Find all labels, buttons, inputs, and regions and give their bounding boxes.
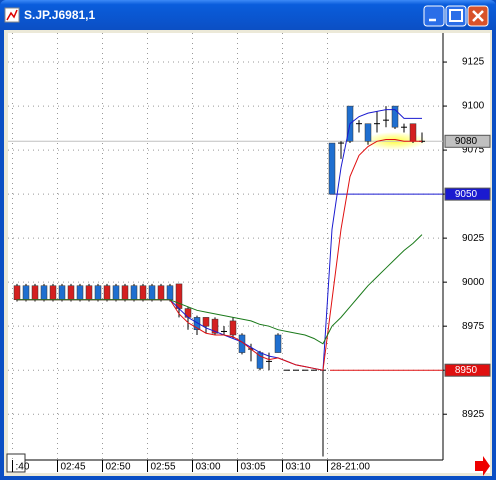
candle-body [166,285,174,301]
y-tick-label: 8925 [462,409,485,420]
window-title: S.JP.J6981,1 [24,8,96,22]
candle-body [364,123,372,142]
candle-body [148,285,156,301]
candle-body [211,318,219,334]
x-tick-label: 28-21:00 [331,462,371,473]
y-tick-label: 8975 [462,321,485,332]
candle-body [130,285,138,301]
y-tick-label: 9075 [462,145,485,156]
minimize-button[interactable] [423,5,445,27]
candle-body [184,308,192,318]
candle-body [85,285,93,301]
plot: 8925 8950 8975 9000 9025 9050 9075 9100 9125 :40 0… [8,33,491,473]
candle-body [121,285,129,301]
candle-body [112,285,120,301]
x-tick-label: 02:50 [106,462,131,473]
x-tick-label: 02:45 [61,462,86,473]
y-tick-label: 9000 [462,277,485,288]
candle-body [40,285,48,301]
candle-body [103,285,111,301]
y-tick-label: 9100 [462,101,485,112]
level-label: 8950 [455,365,478,376]
level-box [444,363,491,377]
candle-body [22,285,30,301]
level-label: 9050 [455,189,478,200]
candle-body [76,285,84,301]
candle-body [229,320,237,336]
x-tick-label: 02:55 [151,462,176,473]
level-box [444,134,491,148]
candle-body [58,285,66,301]
candle-body [193,317,201,330]
x-tick-label: 03:05 [241,462,266,473]
x-tick-label: 03:00 [196,462,221,473]
candle-body [274,334,282,353]
candle-body [139,285,147,301]
maximize-glyph [449,9,463,22]
close-glyph [472,10,484,22]
level-box [444,187,491,201]
x-tick-label: :40 [16,462,30,473]
scroll-arrow[interactable] [475,456,490,476]
candle-body [391,105,399,128]
candle-body [49,285,57,301]
candle-body [13,285,21,301]
candle-body [31,285,39,301]
candle-body [157,285,165,301]
y-tick-label: 9025 [462,233,485,244]
candle-body [67,285,75,301]
candle-body [175,283,183,309]
x-tick-label: 03:10 [286,462,311,473]
title-bar [0,0,496,30]
window-icon-glyph [6,9,18,21]
candle-body [202,317,210,327]
y-tick-label: 9125 [462,57,485,68]
candle-body [94,285,102,301]
chart-background [8,33,490,473]
candle-body [328,142,336,195]
candle-body [409,123,417,142]
level-label: 9080 [455,136,478,147]
ma-line [17,234,423,345]
corner-box[interactable] [6,453,26,473]
